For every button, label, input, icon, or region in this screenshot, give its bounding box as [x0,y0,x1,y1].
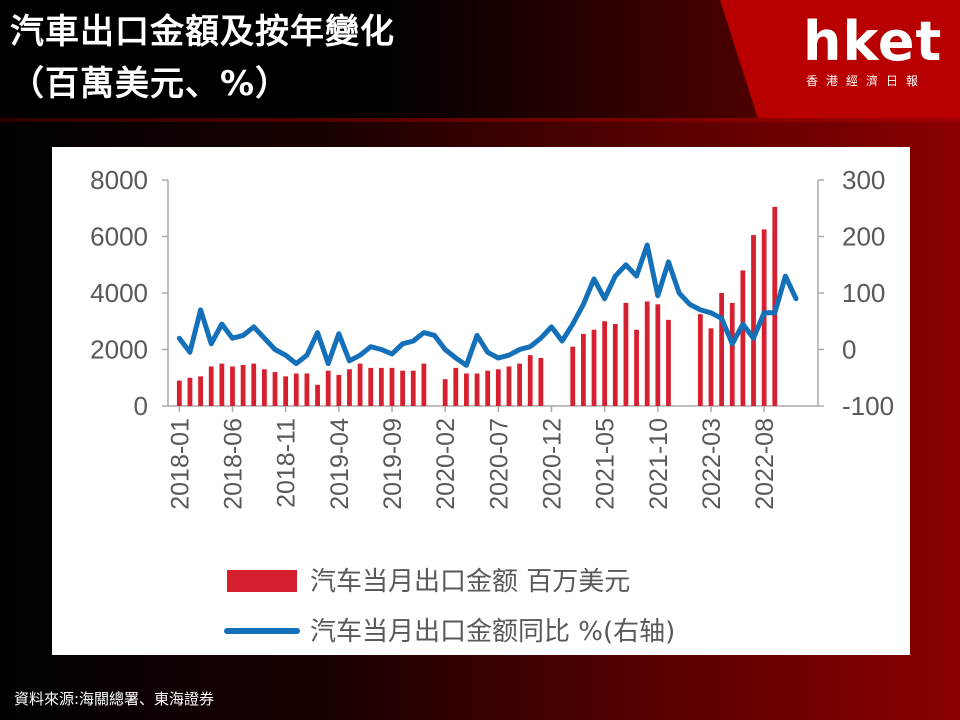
bar [293,373,299,406]
bar [261,369,267,406]
bar [208,366,214,406]
bar [283,376,289,406]
y-right-tick-label: 100 [842,278,885,308]
y-left-tick-label: 8000 [90,165,148,195]
header-rule [0,118,960,122]
source-note: 資料來源:海關總署、東海證券 [14,690,215,708]
bar [389,367,395,406]
bar [634,329,639,406]
bar [666,319,671,406]
bar [580,333,586,406]
hket-logo-subtitle: 香港經濟日報 [806,74,927,88]
bar [442,379,448,406]
hket-logo: hket [803,10,943,73]
bar [176,380,182,406]
bar [591,329,597,406]
bar [272,372,278,406]
bar [400,370,406,406]
x-tick-label: 2020-07 [485,418,513,510]
page-subtitle-units: （百萬美元、%） [10,64,291,104]
x-tick-label: 2020-12 [538,418,566,510]
bar [527,355,533,406]
bar [474,373,480,406]
bar [336,374,342,406]
x-tick-label: 2022-03 [698,418,726,510]
x-tick-label: 2020-02 [432,418,460,510]
bar [251,363,257,406]
bar [219,363,225,406]
legend-label-line: 汽车当月出口金额同比 %(右轴) [310,617,675,647]
bar [612,324,618,406]
y-right-tick-label: -100 [842,391,894,421]
bar [719,293,725,406]
y-right-tick-label: 0 [842,335,856,365]
bar [708,328,714,406]
bar [421,363,427,406]
bar [506,366,512,406]
legend-label-bar: 汽车当月出口金额 百万美元 [310,567,630,597]
x-tick-label: 2018-11 [273,418,301,508]
chart: 0 2000 4000 6000 8000 -100 0 100 200 300 2018-01 20… [90,165,894,647]
page-title: 汽車出口金額及按年變化 [10,12,395,52]
bar [464,373,469,406]
bar [198,376,203,406]
y-left-tick-label: 6000 [90,222,148,252]
bar [495,369,501,406]
y-left-tick-label: 4000 [90,278,148,308]
bar [240,365,246,406]
bar [378,367,384,406]
y-left-tick-label: 0 [134,391,148,421]
x-tick-label: 2018-01 [166,418,194,510]
x-tick-label: 2019-09 [379,418,407,510]
bar [187,377,193,406]
bar [315,384,320,406]
y-right-tick-label: 300 [842,165,885,195]
x-tick-label: 2019-04 [326,418,354,510]
x-tick-label: 2022-08 [751,418,779,510]
bar [347,369,352,406]
bar [570,346,576,406]
x-tick-label: 2021-10 [645,418,673,510]
bar [644,301,650,406]
bar [230,366,235,406]
y-right-tick-label: 200 [842,222,885,252]
bar [304,373,310,406]
bar [740,270,746,406]
chart-panel: 0 2000 4000 6000 8000 -100 0 100 200 300 2018-01 20… [52,147,910,655]
bar [697,314,703,406]
bar [357,363,363,406]
line-series-yoy [176,242,799,368]
bar [602,321,608,406]
x-tick-label: 2018-06 [219,418,247,510]
y-left-tick-label: 2000 [90,335,148,365]
x-tick-label: 2021-05 [592,418,620,510]
bar [485,370,491,406]
bar [453,367,459,406]
bar [655,304,661,406]
bar [325,370,331,406]
logo-banner [720,0,960,120]
legend-swatch-bar [227,570,297,592]
bar [729,302,735,406]
bar [410,370,416,406]
bar [623,302,629,406]
bar [517,363,522,406]
bar [538,357,544,406]
bar [751,235,756,406]
bar [368,367,374,406]
